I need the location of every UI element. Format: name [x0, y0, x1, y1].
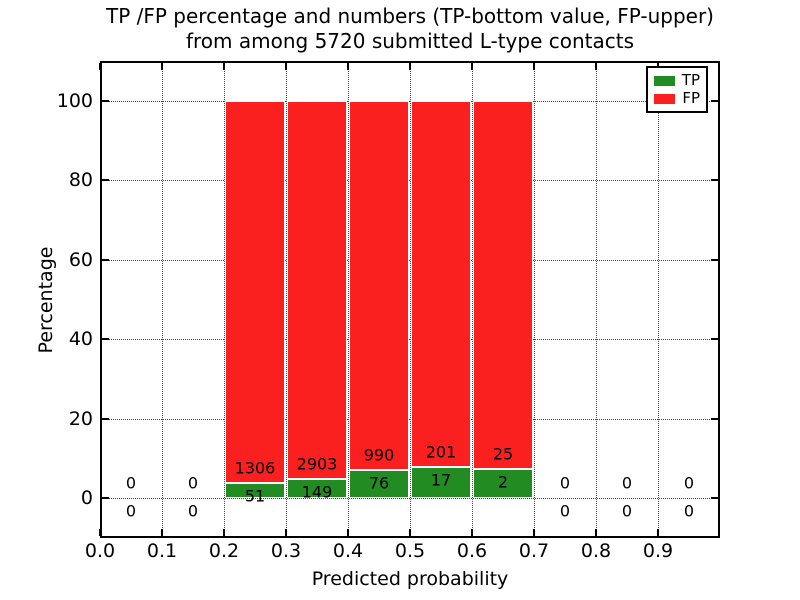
- y-tick-label: 80: [68, 169, 93, 192]
- y-tick-left: [102, 497, 109, 499]
- fp-count-label: 25: [492, 444, 514, 464]
- x-tick-top: [223, 63, 225, 70]
- bar-fp-segment: [225, 101, 285, 484]
- x-tick-bottom: [533, 529, 535, 536]
- x-tick-bottom: [161, 529, 163, 536]
- y-tick-label: 40: [68, 328, 93, 351]
- y-tick-label: 100: [56, 90, 93, 112]
- chart-title: TP /FP percentage and numbers (TP-bottom…: [100, 4, 720, 54]
- chart-title-line1: TP /FP percentage and numbers (TP-bottom…: [106, 4, 714, 28]
- x-tick-top: [285, 63, 287, 70]
- x-tick-top: [161, 63, 163, 70]
- y-tick-right: [711, 497, 718, 499]
- x-gridline: [348, 61, 349, 538]
- y-tick-right: [711, 179, 718, 182]
- y-tick-left: [102, 179, 109, 182]
- x-tick-top: [595, 63, 597, 70]
- tp-count-label: 17: [430, 470, 452, 490]
- fp-count-label: 2903: [296, 454, 338, 474]
- tp-count-label: 51: [244, 486, 266, 506]
- x-gridline: [534, 61, 535, 538]
- x-gridline: [410, 61, 411, 538]
- fp-count-label: 0: [559, 473, 571, 493]
- x-tick-label: 0.7: [518, 540, 550, 562]
- fp-color-swatch: [654, 93, 676, 104]
- x-tick-bottom: [657, 529, 659, 536]
- x-tick-bottom: [471, 529, 473, 536]
- legend-label-tp: TP: [681, 71, 700, 89]
- bar-tp-segment: [225, 483, 285, 498]
- tp-count-label: 0: [621, 501, 633, 521]
- x-gridline: [658, 61, 659, 538]
- tp-count-label: 2: [497, 472, 509, 492]
- x-gridline: [286, 61, 287, 538]
- y-tick-label: 20: [68, 407, 93, 430]
- bar-tp-segment: [287, 478, 347, 498]
- bar-tp-segment: [411, 467, 471, 498]
- x-gridline: [472, 61, 473, 538]
- x-tick-label: 0.8: [580, 540, 612, 562]
- tp-color-swatch: [654, 75, 675, 86]
- x-gridline: [596, 61, 597, 538]
- bar-fp-segment: [349, 101, 409, 470]
- x-tick-top: [99, 63, 101, 70]
- tp-count-label: 76: [368, 473, 390, 493]
- x-axis-label: Predicted probability: [311, 568, 509, 590]
- y-tick-left: [102, 417, 109, 420]
- fp-count-label: 0: [187, 473, 199, 493]
- x-tick-label: 0.1: [146, 540, 178, 562]
- x-tick-label: 0.4: [332, 540, 364, 562]
- fp-count-label: 0: [683, 473, 695, 493]
- bar-fp-segment: [473, 101, 533, 469]
- fp-count-label: 201: [425, 442, 457, 462]
- x-tick-label: 0.2: [208, 540, 240, 562]
- tp-count-label: 0: [559, 501, 571, 521]
- x-tick-label: 0.5: [394, 540, 426, 562]
- bar-tp-segment: [349, 469, 409, 498]
- y-tick-left: [102, 100, 109, 102]
- fp-count-label: 990: [363, 445, 395, 465]
- tp-count-label: 0: [683, 501, 695, 521]
- legend: TP FP: [646, 66, 708, 113]
- y-tick-right: [711, 258, 718, 261]
- tp-count-label: 0: [187, 501, 199, 521]
- y-tick-label: 0: [80, 487, 93, 509]
- x-tick-label: 0.3: [270, 540, 302, 562]
- tp-count-label: 0: [125, 501, 137, 521]
- legend-label-fp: FP: [682, 89, 700, 107]
- x-tick-label: 0.6: [456, 540, 488, 562]
- bar-fp-segment: [411, 101, 471, 468]
- x-tick-bottom: [99, 529, 101, 536]
- x-tick-top: [409, 63, 411, 70]
- bar-tp-segment: [473, 468, 533, 498]
- y-tick-right: [711, 100, 718, 102]
- chart-title-line2: from among 5720 submitted L-type contact…: [185, 29, 635, 53]
- x-gridline: [224, 61, 225, 538]
- x-tick-label: 0.0: [84, 540, 116, 562]
- tp-count-label: 149: [301, 482, 333, 502]
- y-tick-right: [711, 417, 718, 420]
- y-tick-left: [102, 338, 109, 341]
- y-tick-right: [711, 338, 718, 341]
- legend-entry-tp: TP: [654, 73, 700, 88]
- legend-entry-fp: FP: [654, 91, 700, 106]
- x-tick-bottom: [223, 529, 225, 536]
- x-tick-top: [471, 63, 473, 70]
- bar-fp-segment: [287, 101, 347, 479]
- x-tick-top: [533, 63, 535, 70]
- x-tick-bottom: [595, 529, 597, 536]
- x-tick-bottom: [285, 529, 287, 536]
- x-tick-bottom: [409, 529, 411, 536]
- x-tick-label: 0.9: [642, 540, 674, 562]
- fp-count-label: 0: [621, 473, 633, 493]
- x-tick-bottom: [347, 529, 349, 536]
- y-tick-left: [102, 258, 109, 261]
- x-gridline: [162, 61, 163, 538]
- y-tick-label: 60: [68, 248, 93, 271]
- x-tick-top: [347, 63, 349, 70]
- fp-count-label: 1306: [234, 458, 276, 478]
- fp-count-label: 0: [125, 473, 137, 493]
